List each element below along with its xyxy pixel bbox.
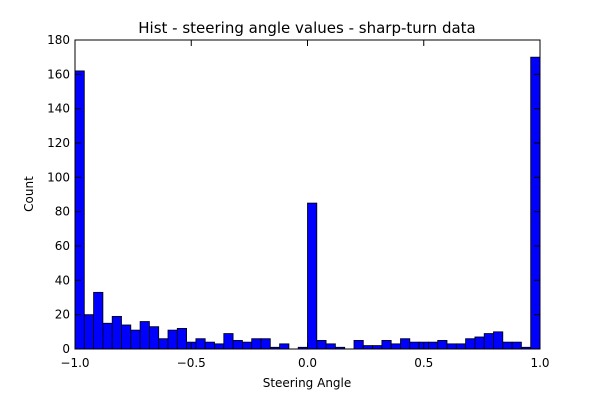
histogram-bar — [121, 324, 132, 350]
histogram-bar — [307, 202, 318, 350]
histogram-bar — [279, 343, 290, 350]
y-tick-label: 80 — [55, 205, 70, 219]
y-tick-label: 180 — [47, 33, 70, 47]
axis-ticks: −1.0 −0.5 0.0 0.5 1.0 0 20 40 60 80 100 120 140 160 18… — [47, 33, 549, 370]
histogram-bar — [223, 333, 234, 350]
histogram-bar — [390, 343, 401, 350]
histogram-bar — [455, 343, 466, 350]
histogram-bar — [176, 327, 188, 350]
histogram-bar — [446, 343, 457, 350]
histogram-bar — [102, 322, 113, 350]
histogram-bar — [241, 341, 253, 350]
histogram-bar — [483, 333, 494, 350]
y-tick-label: 0 — [62, 342, 70, 356]
histogram-bar — [409, 341, 420, 350]
histogram-bar — [83, 314, 95, 350]
y-tick-label: 60 — [55, 239, 70, 253]
x-tick-label: −0.5 — [177, 356, 206, 370]
histogram-bar — [437, 340, 448, 350]
histogram-bar — [316, 340, 327, 350]
histogram-bar — [130, 329, 141, 350]
histogram-bar — [502, 341, 513, 350]
histogram-bar — [232, 340, 243, 350]
histogram-bar — [204, 341, 215, 350]
x-tick-label: 0.0 — [298, 356, 317, 370]
x-tick-label: −1.0 — [60, 356, 89, 370]
y-tick-label: 160 — [47, 67, 70, 81]
histogram-bar — [362, 345, 373, 350]
histogram-bar — [427, 341, 439, 350]
y-tick-label: 140 — [47, 102, 70, 116]
histogram-bar — [325, 343, 336, 350]
x-tick-label: 0.5 — [414, 356, 433, 370]
histogram-bar — [111, 315, 122, 350]
histogram-bar — [465, 338, 476, 350]
histogram-bar — [372, 345, 383, 350]
histogram-bar — [511, 341, 522, 350]
histogram-bar — [251, 338, 262, 350]
histogram-bar — [139, 321, 150, 350]
histogram-bar — [195, 338, 206, 350]
y-tick-label: 120 — [47, 136, 70, 150]
x-axis-label: Steering Angle — [263, 376, 352, 390]
x-tick-label: 1.0 — [530, 356, 549, 370]
histogram-bar — [493, 331, 504, 350]
histogram-bar — [167, 329, 178, 350]
histogram-bar — [353, 340, 364, 350]
y-axis-label: Count — [22, 176, 36, 212]
histogram-bar — [93, 291, 104, 350]
histogram-bar — [400, 338, 411, 350]
histogram-bar — [148, 326, 160, 350]
y-tick-label: 40 — [55, 273, 70, 287]
chart-title: Hist - steering angle values - sharp-tur… — [138, 19, 475, 37]
histogram-bar — [74, 70, 85, 350]
histogram-bar — [474, 336, 485, 350]
histogram-bar — [381, 340, 392, 350]
histogram-bar — [214, 343, 225, 350]
histogram-bar — [530, 56, 541, 350]
y-tick-label: 20 — [55, 308, 70, 322]
histogram-bar — [158, 338, 169, 350]
y-tick-label: 100 — [47, 170, 70, 184]
histogram-bar — [260, 338, 271, 350]
